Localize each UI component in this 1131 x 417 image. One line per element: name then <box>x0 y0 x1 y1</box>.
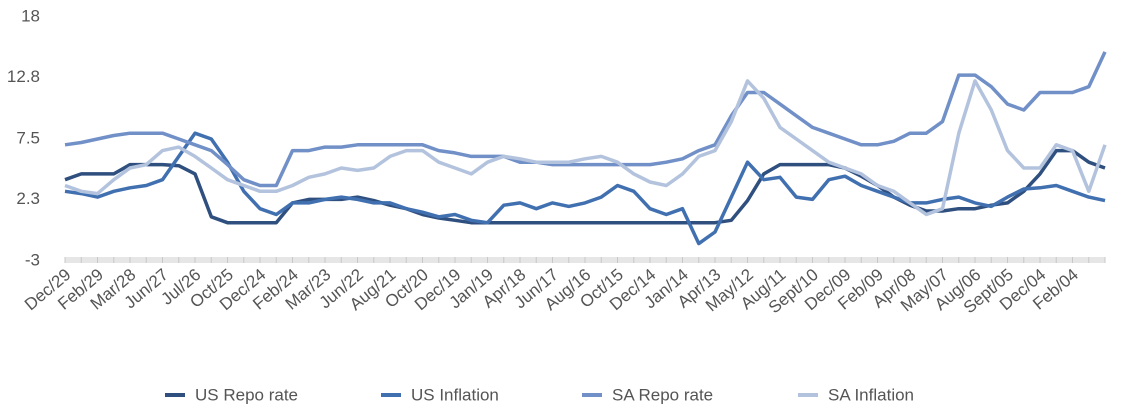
y-tick-label: 7.5 <box>16 128 40 147</box>
legend-label: SA Inflation <box>828 385 914 404</box>
series-line <box>64 51 1107 188</box>
y-tick-label: 12.8 <box>7 67 40 86</box>
y-tick-label: 2.3 <box>16 189 40 208</box>
y-tick-label: -3 <box>25 250 40 269</box>
series-line <box>64 79 1107 217</box>
legend-label: SA Repo rate <box>612 385 713 404</box>
series-line <box>64 131 1106 246</box>
y-tick-label: 18 <box>21 6 40 25</box>
legend-label: US Inflation <box>411 385 499 404</box>
legend-label: US Repo rate <box>195 385 298 404</box>
